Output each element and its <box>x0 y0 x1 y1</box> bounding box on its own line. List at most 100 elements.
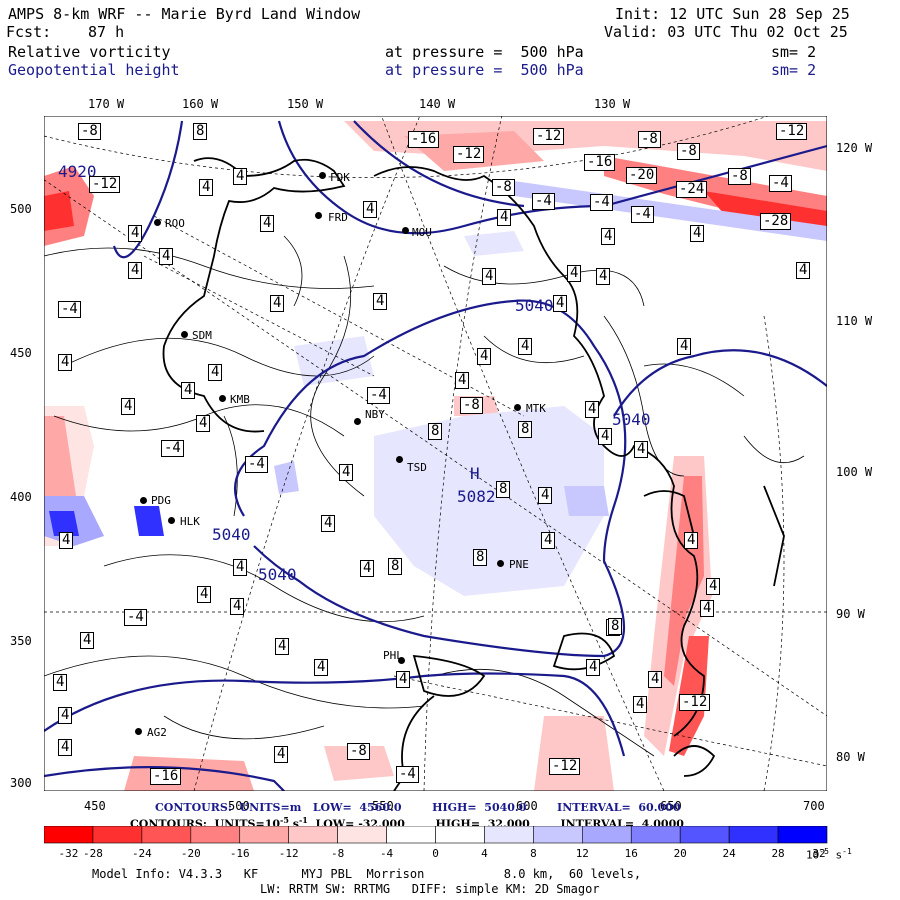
vorticity-label: -4 <box>245 456 268 473</box>
colorbar-tick-label: 20 <box>674 847 687 860</box>
station-label: PNE <box>509 558 529 571</box>
vorticity-label: 4 <box>159 248 174 265</box>
station-dot <box>402 227 409 234</box>
lon-label-right: 120 W <box>836 141 873 155</box>
colorbar-tick-label: -12 <box>279 847 299 860</box>
vorticity-label: 4 <box>199 179 214 196</box>
station-dot <box>219 395 226 402</box>
vorticity-label: -4 <box>58 301 81 318</box>
vorticity-label: -8 <box>638 131 661 148</box>
height-contours <box>44 120 827 791</box>
pressure-height: at pressure = 500 hPa <box>385 61 584 79</box>
vorticity-label: -8 <box>492 179 515 196</box>
smooth-height: sm= 2 <box>771 61 817 79</box>
colorbar-tick-label: -32 <box>59 847 79 860</box>
vorticity-label: 4 <box>58 354 73 371</box>
colorbar-swatch <box>777 826 828 844</box>
colorbar-swatch <box>190 826 241 844</box>
station-dot <box>497 560 504 567</box>
colorbar-tick-label: 28 <box>771 847 784 860</box>
station-label: NBY <box>365 408 385 421</box>
negative-vorticity-shading <box>44 181 827 596</box>
colorbar-swatch <box>141 826 192 844</box>
model-info-2: LW: RRTM SW: RRTMG DIFF: simple KM: 2D S… <box>260 882 600 896</box>
colorbar-tick-label: 12 <box>576 847 589 860</box>
vorticity-label: 4 <box>128 262 143 279</box>
colorbar-swatch <box>44 826 94 844</box>
colorbar-tick-label: -24 <box>132 847 152 860</box>
colorbar-swatch <box>630 826 681 844</box>
vorticity-label: -4 <box>631 206 654 223</box>
contours-height-info: CONTOURS: UNITS=m LOW= 4560.0 HIGH= 5040… <box>155 801 681 814</box>
valid-time: Valid: 03 UTC Thu 02 Oct 25 <box>604 23 848 41</box>
vorticity-label: -28 <box>760 213 792 230</box>
x-label-bottom: 600 <box>516 799 538 813</box>
lon-label-top: 160 W <box>182 97 219 111</box>
station-label: MOU <box>412 226 432 239</box>
vorticity-label: 4 <box>181 382 196 399</box>
station-label: SDM <box>192 329 212 342</box>
vorticity-label: 4 <box>690 225 705 242</box>
vorticity-label: -16 <box>408 131 440 148</box>
forecast-label: Fcst: <box>6 23 52 41</box>
lon-label-right: 90 W <box>836 607 865 621</box>
station-dot <box>181 331 188 338</box>
model-info: Model Info: V4.3.3 KF MYJ PBL Morrison 8… <box>92 867 642 881</box>
station-label: MTK <box>526 402 546 415</box>
station-label: FRD <box>328 211 348 224</box>
vorticity-label: -4 <box>161 440 184 457</box>
vorticity-label: 4 <box>196 415 211 432</box>
vorticity-label: 4 <box>275 638 290 655</box>
vorticity-label: -16 <box>150 768 182 785</box>
vorticity-label: 8 <box>193 123 208 140</box>
vorticity-label: -4 <box>532 193 555 210</box>
lon-label-top: 170 W <box>88 97 125 111</box>
station-dot <box>398 657 405 664</box>
station-dot <box>154 219 161 226</box>
station-label: PDG <box>151 494 171 507</box>
field-vorticity: Relative vorticity <box>8 43 171 61</box>
vorticity-label: 4 <box>260 215 275 232</box>
vorticity-label: 8 <box>388 558 403 575</box>
colorbar-swatch <box>92 826 143 844</box>
vorticity-label: -4 <box>367 387 390 404</box>
vorticity-label: -12 <box>776 123 808 140</box>
station-dot <box>135 728 142 735</box>
vorticity-label: 4 <box>700 600 715 617</box>
vorticity-label: -8 <box>728 168 751 185</box>
station-label: KMB <box>230 393 250 406</box>
colorbar-tick-label: -4 <box>380 847 394 860</box>
colorbar-tick-label: 32 <box>812 847 825 860</box>
station-label: TSD <box>407 461 427 474</box>
vorticity-label: 4 <box>53 674 68 691</box>
x-label-bottom: 650 <box>660 799 682 813</box>
vorticity-label: 4 <box>58 707 73 724</box>
vorticity-label: -4 <box>590 194 613 211</box>
vorticity-label: 4 <box>677 338 692 355</box>
colorbar-tick-label: -28 <box>83 847 103 860</box>
station-dot <box>354 418 361 425</box>
vorticity-label: 4 <box>208 364 223 381</box>
vorticity-label: 4 <box>684 532 699 549</box>
x-label-bottom: 550 <box>372 799 394 813</box>
vorticity-label: -4 <box>396 766 419 783</box>
vorticity-label: 4 <box>598 428 613 445</box>
vorticity-label: 4 <box>197 586 212 603</box>
vorticity-label: -8 <box>347 743 370 760</box>
vorticity-label: 4 <box>233 168 248 185</box>
station-dot <box>315 212 322 219</box>
y-label-left: 300 <box>10 776 32 790</box>
vorticity-label: 4 <box>396 671 411 688</box>
vorticity-label: 4 <box>455 372 470 389</box>
vorticity-label: 4 <box>270 295 285 312</box>
vorticity-label: 4 <box>80 632 95 649</box>
vorticity-label: 4 <box>596 268 611 285</box>
map-title: AMPS 8-km WRF -- Marie Byrd Land Window <box>8 5 361 23</box>
lon-label-top: 130 W <box>594 97 631 111</box>
vorticity-label: 4 <box>128 225 143 242</box>
vorticity-label: 4 <box>233 559 248 576</box>
station-dot <box>514 404 521 411</box>
vorticity-label: 4 <box>586 659 601 676</box>
field-height: Geopotential height <box>8 61 180 79</box>
colorbar-swatch <box>288 826 338 844</box>
